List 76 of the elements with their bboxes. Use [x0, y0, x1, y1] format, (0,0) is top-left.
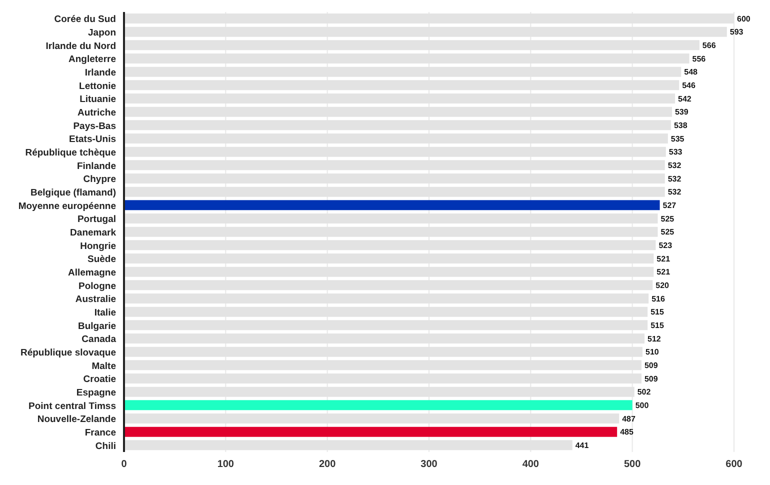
y-tick-label: Portugal [77, 214, 116, 226]
x-tick-label: 600 [726, 459, 743, 470]
y-tick-label: République slovaque [20, 348, 116, 358]
data-label: 485 [620, 428, 634, 437]
y-tick-label: Espagne [76, 388, 116, 398]
data-label: 538 [674, 121, 688, 130]
data-label: 527 [662, 201, 677, 210]
y-tick-label: République tchèque [25, 148, 116, 158]
data-label: 539 [674, 108, 689, 117]
data-label: 548 [684, 68, 698, 77]
x-tick-label: 100 [217, 459, 234, 470]
data-label: 542 [678, 94, 692, 104]
y-tick-label: Lituanie [80, 94, 116, 106]
x-tick-label: 400 [522, 459, 540, 470]
data-label: 525 [660, 228, 675, 237]
data-label: 600 [737, 14, 751, 24]
bar [124, 200, 660, 210]
x-tick-label: 500 [624, 459, 642, 470]
bar [124, 426, 618, 437]
y-tick-label: Corée du Sud [54, 14, 116, 26]
data-label: 516 [652, 294, 666, 304]
y-tick-label: Hongrie [80, 240, 116, 252]
y-tick-label: Irlande du Nord [46, 40, 116, 52]
y-tick-label: Pologne [78, 280, 116, 292]
y-tick-label: Pays-Bas [73, 120, 116, 132]
data-label: 566 [702, 41, 716, 50]
x-tick-label: 200 [318, 459, 336, 470]
data-label: 532 [668, 188, 682, 197]
data-label: 515 [650, 321, 664, 330]
y-tick-label: Irlande [84, 68, 116, 78]
y-tick-label: Chili [95, 440, 116, 452]
y-tick-label: Finlande [76, 160, 116, 172]
y-tick-label: Croatie [83, 374, 116, 386]
data-label: 546 [682, 81, 696, 90]
data-label: 556 [692, 54, 706, 64]
y-tick-label: Chypre [83, 174, 116, 186]
y-tick-label: Autriche [77, 108, 116, 118]
y-tick-label: Moyenne européenne [18, 200, 116, 212]
data-label: 520 [656, 281, 670, 290]
data-label: 500 [635, 401, 650, 410]
data-label: 515 [650, 308, 664, 317]
data-label: 509 [644, 374, 658, 384]
data-label: 533 [668, 148, 683, 157]
y-tick-label: Italie [94, 308, 116, 318]
data-label: 532 [668, 161, 682, 170]
y-tick-label: Etats-Unis [69, 134, 116, 146]
x-tick-label: 300 [420, 459, 438, 470]
data-label: 502 [637, 388, 652, 397]
data-label: 521 [656, 254, 671, 264]
y-tick-label: Malte [92, 360, 116, 372]
y-tick-label: Australie [75, 294, 116, 306]
data-label: 441 [575, 441, 590, 450]
y-tick-label: Canada [82, 334, 117, 346]
x-tick-label: 0 [121, 459, 128, 470]
y-tick-label: Angleterre [68, 54, 116, 66]
bar [124, 400, 632, 410]
data-label: 512 [648, 334, 662, 344]
data-label: 509 [644, 361, 658, 370]
data-label: 525 [660, 214, 675, 224]
data-label: 510 [646, 348, 660, 357]
y-tick-label: Bulgarie [78, 320, 116, 332]
y-tick-label: Nouvelle-Zelande [37, 414, 116, 426]
data-label: 535 [670, 134, 685, 144]
data-label: 521 [656, 268, 671, 277]
data-label: 487 [622, 414, 636, 424]
y-tick-label: Suède [87, 254, 116, 266]
y-tick-label: Lettonie [79, 80, 116, 92]
y-tick-label: Allemagne [68, 268, 116, 278]
y-tick-label: Belgique (flamand) [30, 188, 116, 198]
y-tick-label: Point central Timss [28, 400, 116, 412]
y-tick-label: France [84, 428, 116, 438]
data-label: 532 [668, 174, 682, 184]
data-label: 523 [658, 241, 673, 250]
y-tick-label: Japon [88, 28, 116, 38]
data-label: 593 [730, 28, 744, 37]
y-tick-label: Danemark [70, 228, 117, 238]
